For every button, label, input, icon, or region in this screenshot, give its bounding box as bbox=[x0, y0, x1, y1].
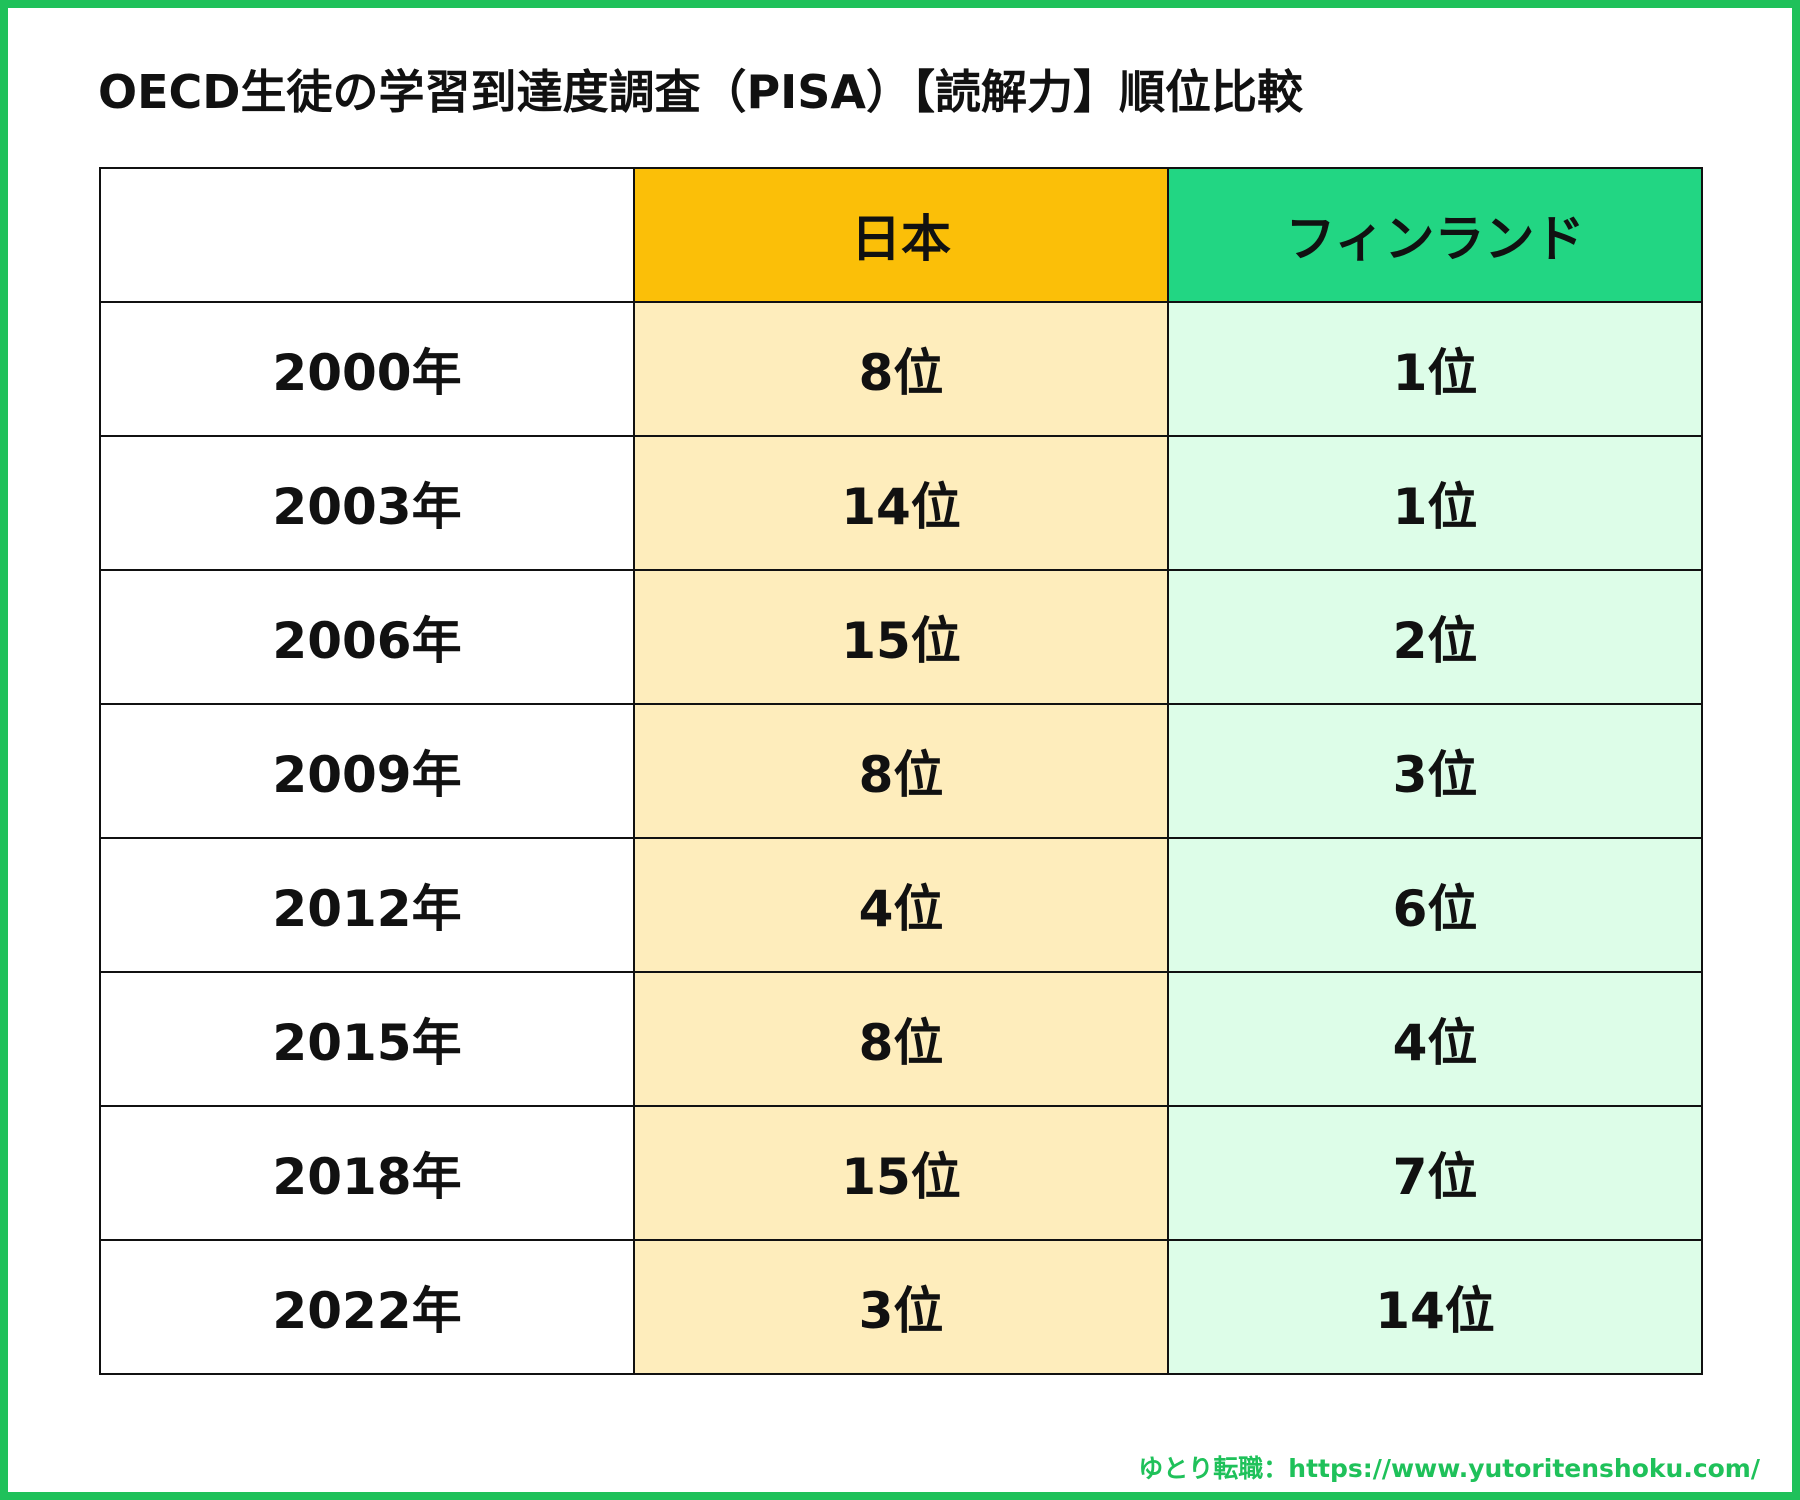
year-cell: 2000年 bbox=[99, 301, 635, 437]
japan-rank-cell: 15位 bbox=[633, 569, 1169, 705]
table-row: 2006年 15位 2位 bbox=[99, 569, 1703, 705]
source-credit: ゆとり転職：https://www.yutoritenshoku.com/ bbox=[1138, 1454, 1760, 1483]
finland-rank-cell: 14位 bbox=[1167, 1239, 1703, 1375]
finland-rank-cell: 1位 bbox=[1167, 301, 1703, 437]
table-row: 2000年 8位 1位 bbox=[99, 301, 1703, 437]
year-cell: 2006年 bbox=[99, 569, 635, 705]
year-cell: 2015年 bbox=[99, 971, 635, 1107]
table-row: 2003年 14位 1位 bbox=[99, 435, 1703, 571]
finland-rank-cell: 4位 bbox=[1167, 971, 1703, 1107]
table-row: 2022年 3位 14位 bbox=[99, 1239, 1703, 1375]
japan-rank-cell: 15位 bbox=[633, 1105, 1169, 1241]
page-title: OECD生徒の学習到達度調査（PISA）【読解力】順位比較 bbox=[98, 65, 1304, 119]
finland-rank-cell: 7位 bbox=[1167, 1105, 1703, 1241]
finland-rank-cell: 2位 bbox=[1167, 569, 1703, 705]
year-cell: 2012年 bbox=[99, 837, 635, 973]
japan-rank-cell: 3位 bbox=[633, 1239, 1169, 1375]
japan-rank-cell: 14位 bbox=[633, 435, 1169, 571]
japan-rank-cell: 8位 bbox=[633, 971, 1169, 1107]
table-row: 2015年 8位 4位 bbox=[99, 971, 1703, 1107]
header-corner-cell bbox=[99, 167, 635, 303]
finland-rank-cell: 6位 bbox=[1167, 837, 1703, 973]
japan-rank-cell: 8位 bbox=[633, 301, 1169, 437]
year-cell: 2009年 bbox=[99, 703, 635, 839]
header-japan: 日本 bbox=[633, 167, 1169, 303]
finland-rank-cell: 3位 bbox=[1167, 703, 1703, 839]
header-row: 日本 フィンランド bbox=[99, 167, 1703, 303]
table-row: 2012年 4位 6位 bbox=[99, 837, 1703, 973]
table-row: 2018年 15位 7位 bbox=[99, 1105, 1703, 1241]
ranking-table: 日本 フィンランド 2000年 8位 1位 2003年 14位 1位 2006年… bbox=[99, 167, 1703, 1375]
year-cell: 2018年 bbox=[99, 1105, 635, 1241]
finland-rank-cell: 1位 bbox=[1167, 435, 1703, 571]
japan-rank-cell: 4位 bbox=[633, 837, 1169, 973]
year-cell: 2022年 bbox=[99, 1239, 635, 1375]
header-finland: フィンランド bbox=[1167, 167, 1703, 303]
year-cell: 2003年 bbox=[99, 435, 635, 571]
japan-rank-cell: 8位 bbox=[633, 703, 1169, 839]
table-row: 2009年 8位 3位 bbox=[99, 703, 1703, 839]
